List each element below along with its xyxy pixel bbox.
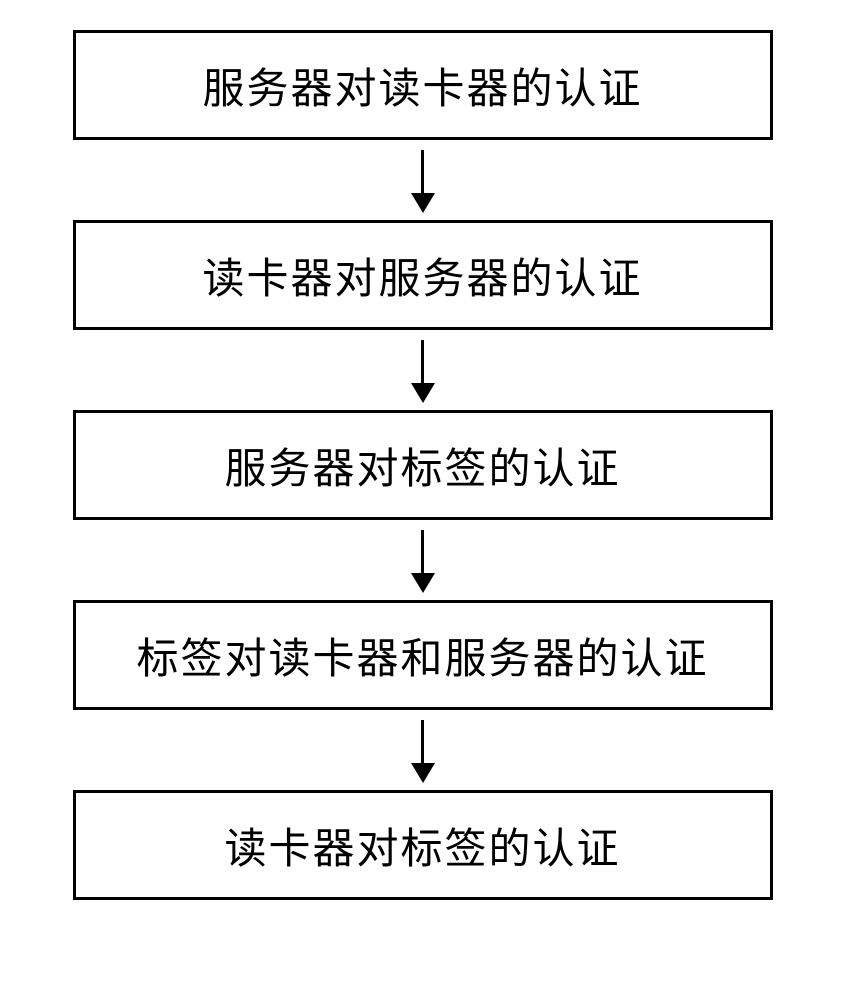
flow-box-5-label: 读卡器对标签的认证 [224,815,620,876]
flow-box-4: 标签对读卡器和服务器的认证 [73,600,773,710]
flowchart-container: 服务器对读卡器的认证 读卡器对服务器的认证 服务器对标签的认证 标签对读卡器和服… [73,30,773,900]
flow-box-3: 服务器对标签的认证 [73,410,773,520]
arrow-4 [421,710,424,790]
arrow-1 [421,140,424,220]
arrow-3 [421,520,424,600]
flow-box-2-label: 读卡器对服务器的认证 [202,245,642,306]
flow-box-3-label: 服务器对标签的认证 [224,435,620,496]
arrow-down-icon [421,530,424,590]
flow-box-1: 服务器对读卡器的认证 [73,30,773,140]
arrow-down-icon [421,150,424,210]
flow-box-2: 读卡器对服务器的认证 [73,220,773,330]
flow-box-5: 读卡器对标签的认证 [73,790,773,900]
arrow-2 [421,330,424,410]
arrow-down-icon [421,340,424,400]
arrow-down-icon [421,720,424,780]
flow-box-1-label: 服务器对读卡器的认证 [202,55,642,116]
flow-box-4-label: 标签对读卡器和服务器的认证 [136,625,708,686]
